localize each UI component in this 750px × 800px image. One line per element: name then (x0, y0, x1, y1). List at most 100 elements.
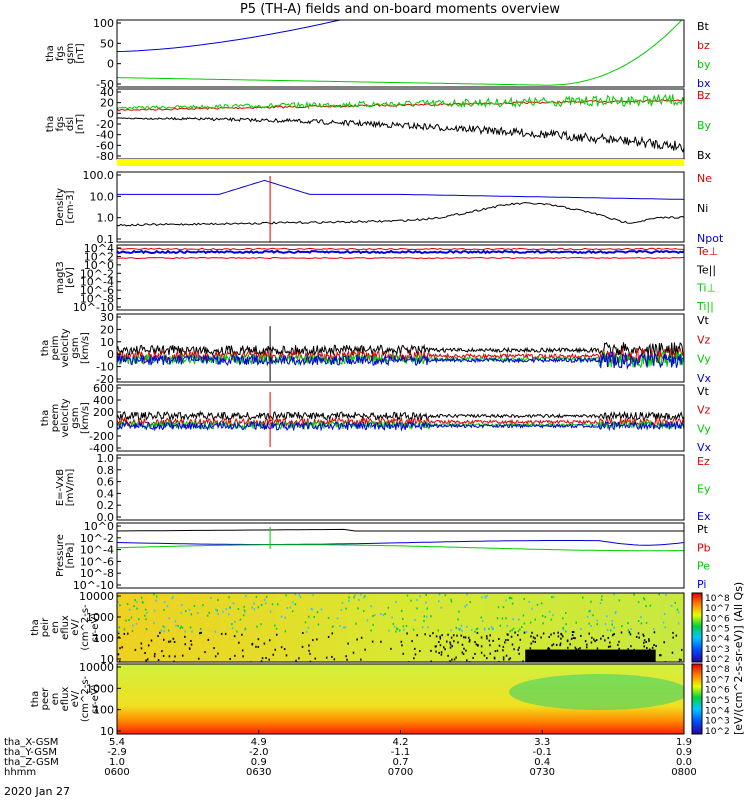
y-tick-label: 10 (100, 653, 114, 666)
y-axis-label: [nPa] (65, 542, 76, 568)
y-tick-label: 600 (93, 382, 114, 395)
x-tick-value: -1.1 (391, 747, 411, 758)
y-axis-label: peer (40, 687, 51, 711)
y-tick-label: 10.0 (90, 190, 115, 203)
legend-entry: Vt (697, 385, 710, 398)
x-tick-value: 0600 (104, 767, 129, 778)
fgs_dsl-plot-area (117, 93, 684, 153)
y-tick-label: 0 (107, 348, 114, 361)
y-axis-label: velocity (60, 398, 71, 437)
panel-pressure: 10^010^-210^-410^-610^-810^-10 Pressure [n… (55, 520, 711, 592)
y-tick-label: 10^-10 (73, 579, 114, 592)
colorbar-tick: 10^7 (705, 604, 730, 614)
y-axis-label: peir (40, 617, 51, 637)
by-line (117, 20, 683, 86)
pe-line (117, 544, 684, 552)
y-axis-label: [km/s] (80, 332, 91, 364)
y-tick-label: 20 (100, 323, 114, 336)
legend-entry: Ni (697, 202, 708, 215)
bt-line (117, 20, 343, 52)
colorbar-tick: 10^3 (705, 717, 730, 727)
density-plot-area (117, 176, 684, 242)
y-axis-label: Density (55, 188, 66, 226)
y-axis-label: gsm (70, 337, 81, 358)
y-tick-label: 10^-4 (80, 544, 114, 557)
x-tick-value: 0700 (388, 767, 413, 778)
y-axis-label: E=-VxB (55, 469, 66, 506)
y-tick-label: -60 (96, 139, 114, 152)
y-tick-label: 10^4 (84, 242, 114, 255)
legend-entry: Ti⊥ (696, 282, 716, 295)
x-row-label: hhmm (4, 767, 36, 778)
peim_vel-plot-area (117, 326, 684, 382)
panel-frame (116, 19, 685, 88)
vz-line (117, 416, 684, 428)
peir_eflux-plot-area (117, 593, 684, 662)
peer_eflux-plot-area (117, 664, 684, 734)
legend-entry: Te⊥ (696, 245, 718, 258)
y-axis-label: velocity (60, 328, 71, 367)
y-axis-label: en (50, 693, 61, 706)
colorbar-tick: 10^6 (705, 686, 730, 696)
colorbar-tick: 10^2 (705, 655, 730, 665)
colorbar-tick: 10^8 (705, 665, 730, 675)
y-tick-label: -50 (96, 78, 114, 91)
colorbar-bottom (691, 663, 703, 735)
y-tick-label: 200 (93, 406, 114, 419)
y-axis-label: eV/ (70, 619, 81, 636)
y-axis-label: Pressure (55, 534, 66, 577)
legend-entry: Te|| (696, 263, 716, 276)
legend-entry: Bt (697, 20, 710, 33)
panel-frame (116, 244, 685, 311)
x-tick-value: 0800 (671, 767, 696, 778)
y-tick-label: 100 (93, 632, 114, 645)
x-tick-value: 1.0 (109, 757, 125, 768)
y-tick-label: -20 (96, 118, 114, 131)
legend-entry: Ey (697, 483, 711, 496)
y-tick-label: 0.4 (97, 487, 115, 500)
x-tick-value: 4.2 (393, 737, 409, 748)
y-tick-label: 10^-2 (80, 532, 114, 545)
y-tick-label: 20 (100, 97, 114, 110)
pt-line (117, 528, 684, 532)
y-tick-label: 0.0 (97, 511, 115, 524)
x-row-label: tha_Z-GSM (4, 757, 59, 768)
y-tick-label: -10 (96, 361, 114, 374)
legend-entry: Ne (697, 172, 712, 185)
legend-entry: Vx (697, 372, 712, 385)
y-tick-label: 0.8 (97, 464, 115, 477)
y-tick-label: 10^-6 (80, 284, 114, 297)
y-tick-label: 1000 (86, 611, 114, 624)
y-tick-label: 1.0 (97, 452, 115, 465)
x-tick-value: 0.7 (393, 757, 409, 768)
te-par-line (117, 256, 684, 260)
panel-frame (116, 592, 685, 663)
figure-title: P5 (TH-A) fields and on-board moments ov… (240, 2, 560, 17)
colorbar: 10^810^710^610^510^410^310^210^810^710^6… (691, 582, 745, 737)
y-tick-label: 10^-8 (80, 293, 114, 306)
panel-frame (116, 88, 685, 160)
panel-peer_eflux: 10000 1000 100 10 tha peer en eflux eV/(cm^2-s-s… (30, 661, 685, 738)
y-axis-label: tha (45, 45, 56, 61)
y-axis-label: [nT] (75, 114, 86, 134)
y-axis-label: gsm (70, 407, 81, 428)
vt-line (117, 410, 684, 422)
x-tick-value: -0.1 (532, 747, 552, 758)
x-tick-value: 4.9 (251, 737, 267, 748)
y-axis-label: eflux (60, 615, 71, 640)
legend-entry: Pi (697, 578, 706, 591)
legend-entry: Ez (697, 455, 710, 468)
y-axis-label: [eV] (65, 267, 76, 288)
y-axis-label: sr-eV) (90, 613, 101, 642)
legend-entry: Pt (697, 523, 709, 536)
panel-frame (116, 454, 685, 521)
y-tick-label: 10 (100, 336, 114, 349)
flag-bar (117, 159, 684, 166)
bx-line (117, 116, 684, 153)
colorbar-tick: 10^7 (705, 675, 730, 685)
y-tick-label: 10^-6 (80, 555, 114, 568)
cool-region (508, 674, 684, 710)
x-row-label: tha_X-GSM (4, 737, 58, 748)
